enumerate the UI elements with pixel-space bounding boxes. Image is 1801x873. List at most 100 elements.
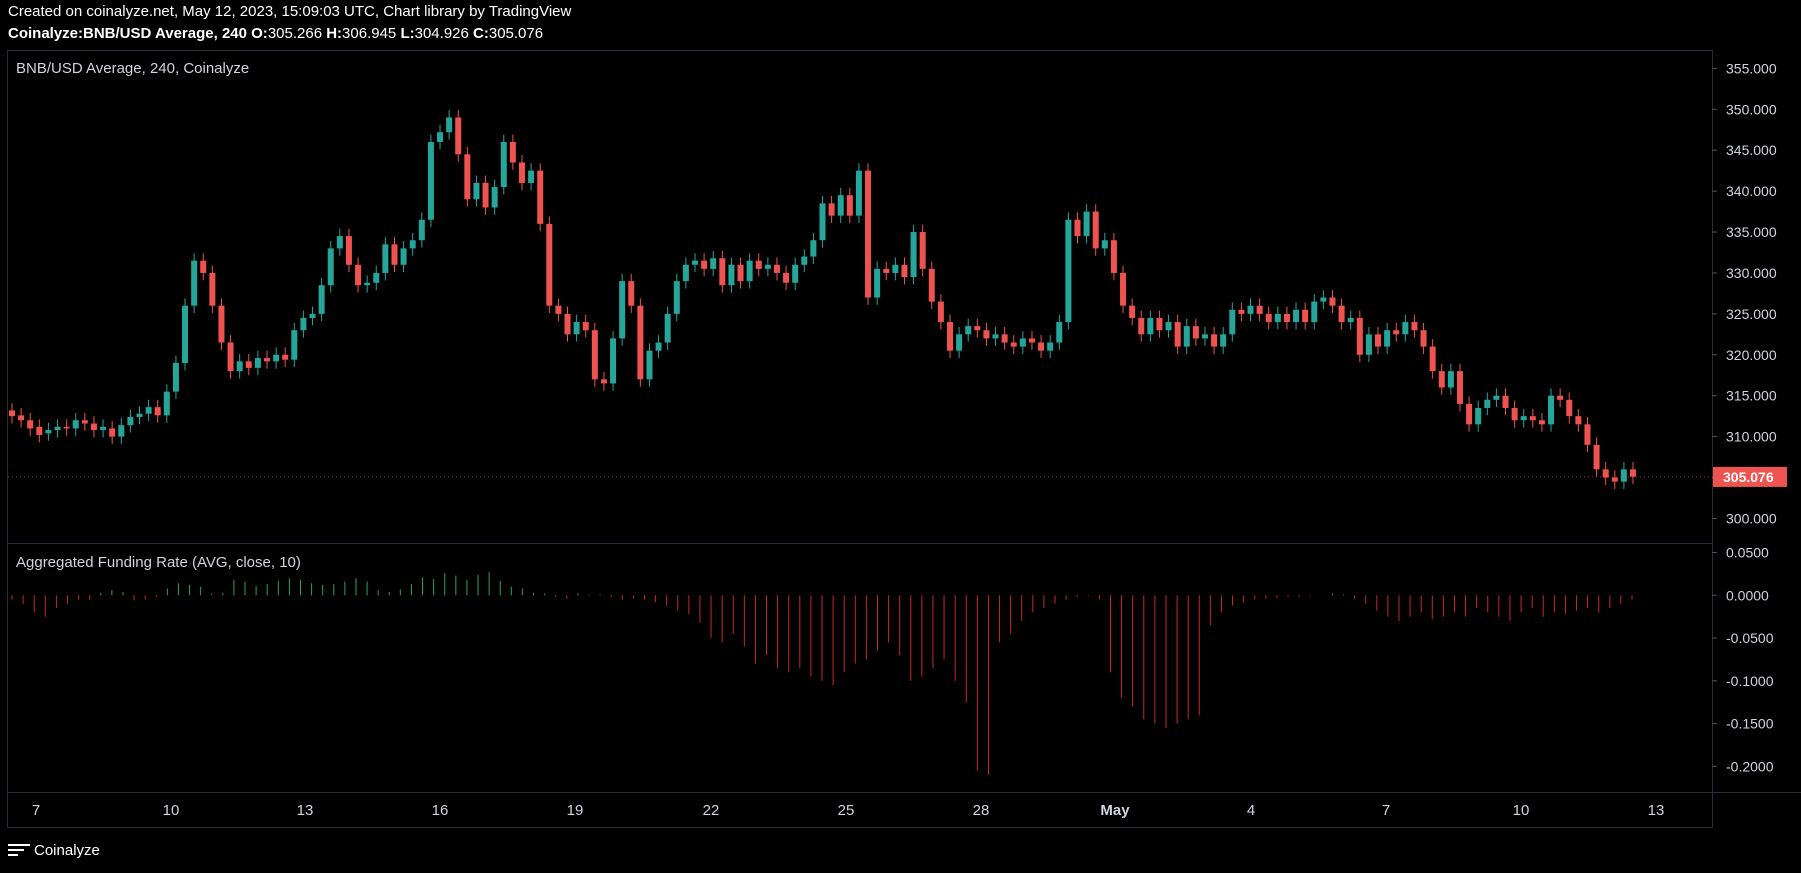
candle-body bbox=[682, 264, 689, 282]
candle-body bbox=[154, 407, 161, 416]
candle-body bbox=[555, 305, 562, 314]
candle-body bbox=[837, 195, 844, 216]
funding-axis-label: -0.1500 bbox=[1726, 716, 1774, 732]
candle-body bbox=[1429, 346, 1436, 372]
candle-body bbox=[1047, 342, 1054, 351]
candle-body bbox=[1293, 309, 1300, 323]
funding-axis-label: -0.0500 bbox=[1726, 630, 1774, 646]
time-axis-label: 7 bbox=[32, 802, 40, 819]
candle-body bbox=[437, 132, 444, 143]
candle-body bbox=[965, 326, 972, 335]
candle-body bbox=[1247, 305, 1254, 314]
candle-body bbox=[619, 281, 626, 339]
candle-body bbox=[1211, 334, 1218, 347]
candle-body bbox=[701, 260, 708, 269]
candle-body bbox=[446, 117, 453, 133]
candle-body bbox=[773, 264, 780, 273]
candle-body bbox=[1602, 469, 1609, 478]
time-axis-label: 13 bbox=[297, 802, 314, 819]
candle-body bbox=[1511, 407, 1518, 421]
time-axis-label: 25 bbox=[838, 802, 855, 819]
candle-body bbox=[72, 420, 79, 429]
candle-body bbox=[1138, 317, 1145, 335]
candle-body bbox=[100, 426, 107, 431]
candle-body bbox=[1192, 326, 1199, 339]
candle-body bbox=[1475, 407, 1482, 425]
candle-body bbox=[455, 117, 462, 155]
candle-body bbox=[719, 258, 726, 286]
candle-body bbox=[1566, 399, 1573, 417]
candle-body bbox=[600, 379, 607, 384]
candle-body bbox=[883, 268, 890, 273]
candle-body bbox=[236, 361, 243, 372]
candle-body bbox=[309, 313, 316, 318]
candle-body bbox=[373, 272, 380, 283]
candle-body bbox=[928, 268, 935, 302]
candle-body bbox=[1238, 309, 1245, 314]
candle-body bbox=[382, 244, 389, 273]
candle-body bbox=[865, 170, 872, 298]
candle-body bbox=[1484, 399, 1491, 408]
candle-body bbox=[855, 170, 862, 216]
candle-body bbox=[801, 256, 808, 265]
candle-body bbox=[792, 264, 799, 283]
time-axis-label: May bbox=[1100, 802, 1130, 819]
candle-body bbox=[1447, 371, 1454, 388]
brand-footer[interactable]: Coinalyze bbox=[8, 842, 100, 859]
close-label: C: bbox=[473, 25, 489, 42]
candle-body bbox=[327, 248, 334, 286]
candle-body bbox=[1092, 211, 1099, 249]
candle-body bbox=[18, 415, 25, 421]
candle-body bbox=[273, 354, 280, 362]
candle-body bbox=[1493, 395, 1500, 400]
candle-body bbox=[828, 203, 835, 216]
candle-body bbox=[200, 260, 207, 273]
candle-body bbox=[1393, 330, 1400, 335]
candle-body bbox=[819, 203, 826, 241]
candle-body bbox=[910, 232, 917, 278]
time-axis-label: 10 bbox=[1513, 802, 1530, 819]
candle-body bbox=[710, 258, 717, 269]
candle-body bbox=[901, 264, 908, 278]
close-value: 305.076 bbox=[488, 25, 544, 42]
candle-body bbox=[1256, 305, 1263, 314]
candle-body bbox=[1110, 240, 1117, 273]
candle-body bbox=[1575, 416, 1582, 425]
candle-body bbox=[1147, 317, 1154, 335]
funding-axis-label: 0.0500 bbox=[1726, 545, 1769, 561]
candle-body bbox=[218, 305, 225, 343]
time-axis-label: 4 bbox=[1247, 802, 1255, 819]
candle-body bbox=[974, 326, 981, 331]
candle-body bbox=[1538, 420, 1545, 425]
candle-body bbox=[191, 260, 198, 306]
candle-body bbox=[692, 260, 699, 265]
candle-body bbox=[937, 301, 944, 323]
candle-body bbox=[90, 423, 97, 431]
price-axis-label: 315.000 bbox=[1726, 388, 1777, 404]
candle-body bbox=[500, 142, 507, 188]
candle-body bbox=[263, 358, 270, 362]
chart-creation-caption: Created on coinalyze.net, May 12, 2023, … bbox=[8, 3, 572, 20]
candle-body bbox=[1384, 330, 1391, 347]
candle-body bbox=[300, 317, 307, 331]
candle-body bbox=[27, 420, 34, 429]
candle-body bbox=[628, 281, 635, 306]
candle-body bbox=[1402, 322, 1409, 335]
brand-name: Coinalyze bbox=[34, 842, 100, 859]
candle-body bbox=[1001, 334, 1008, 343]
candle-body bbox=[1129, 305, 1136, 318]
candle-body bbox=[1456, 371, 1463, 404]
candle-body bbox=[1557, 395, 1564, 400]
candle-body bbox=[1520, 416, 1527, 421]
high-label: H: bbox=[326, 25, 343, 42]
candle-body bbox=[1183, 326, 1190, 347]
candle-body bbox=[282, 354, 289, 360]
symbol-label: Coinalyze:BNB/USD Average, 240 bbox=[8, 25, 247, 42]
candle-body bbox=[36, 426, 43, 435]
last-price-value: 305.076 bbox=[1723, 469, 1774, 485]
time-axis-label: 22 bbox=[703, 802, 720, 819]
price-axis-label: 355.000 bbox=[1726, 60, 1777, 76]
candle-body bbox=[1120, 272, 1127, 306]
candle-body bbox=[1083, 211, 1090, 237]
